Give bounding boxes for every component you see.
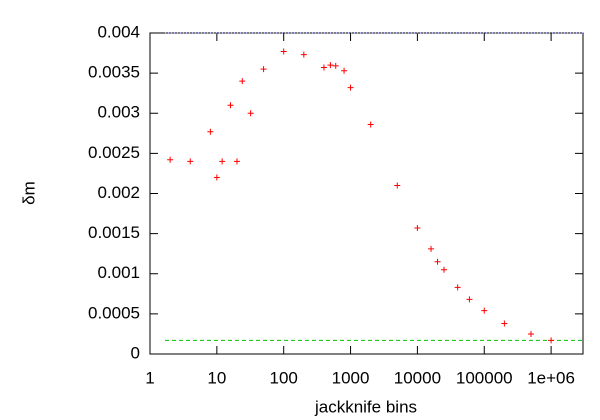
y-tick-label: 0 bbox=[131, 343, 140, 362]
point bbox=[454, 284, 461, 291]
point bbox=[394, 182, 401, 189]
y-axis-label: δm bbox=[19, 181, 38, 205]
y-tick-label: 0.0015 bbox=[88, 223, 140, 242]
point bbox=[207, 128, 214, 135]
x-tick-label: 1e+06 bbox=[527, 368, 575, 387]
point bbox=[341, 67, 348, 74]
x-tick-label: 1 bbox=[145, 368, 154, 387]
y-tick-label: 0.0005 bbox=[88, 303, 140, 322]
y-tick-label: 0.002 bbox=[97, 183, 140, 202]
point bbox=[260, 66, 267, 73]
point bbox=[434, 258, 441, 265]
point bbox=[213, 174, 220, 181]
plot-frame bbox=[149, 32, 584, 355]
y-tick-label: 0.0025 bbox=[88, 143, 140, 162]
point bbox=[300, 51, 307, 58]
point bbox=[227, 102, 234, 109]
y-tick-label: 0.004 bbox=[97, 22, 140, 41]
point bbox=[327, 62, 334, 69]
point bbox=[481, 307, 488, 314]
x-tick-label: 10 bbox=[207, 368, 226, 387]
point bbox=[501, 320, 508, 327]
point bbox=[428, 245, 435, 252]
point bbox=[466, 296, 473, 303]
x-tick-label: 1000 bbox=[332, 368, 370, 387]
point bbox=[332, 62, 339, 69]
x-tick-label: 10000 bbox=[394, 368, 441, 387]
x-axis-label: jackknife bins bbox=[314, 397, 417, 416]
y-tick-label: 0.001 bbox=[97, 263, 140, 282]
point bbox=[441, 266, 448, 273]
point bbox=[187, 158, 194, 165]
point bbox=[347, 84, 354, 91]
point bbox=[367, 121, 374, 128]
x-tick-label: 100000 bbox=[456, 368, 513, 387]
point bbox=[548, 337, 555, 344]
point bbox=[233, 158, 240, 165]
point bbox=[320, 64, 327, 71]
point bbox=[414, 225, 421, 232]
point bbox=[247, 110, 254, 117]
point bbox=[239, 78, 246, 85]
y-tick-label: 0.0035 bbox=[88, 63, 140, 82]
point bbox=[280, 48, 287, 55]
point bbox=[527, 330, 534, 337]
point bbox=[219, 158, 226, 165]
y-tick-label: 0.003 bbox=[97, 103, 140, 122]
x-tick-label: 100 bbox=[270, 368, 298, 387]
point bbox=[167, 156, 174, 163]
